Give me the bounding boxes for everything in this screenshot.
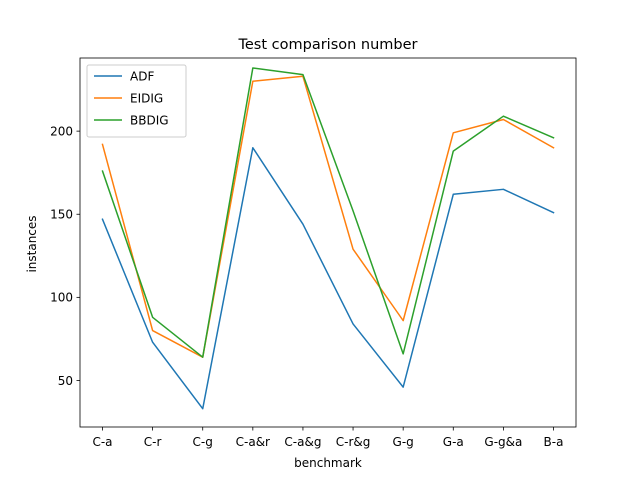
legend-label-adf: ADF [130, 69, 154, 83]
series-line-eidig [101, 75, 555, 358]
plot-area: C-a C-r C-g C-a&r C-a&g C-r&g G-g G-a G-g&a B-a 50… [50, 57, 577, 449]
y-tick-label: 200 [50, 124, 73, 138]
legend-label-eidig: EIDIG [130, 91, 163, 105]
series-line-bbdig [101, 67, 555, 358]
series-line-adf [101, 147, 555, 410]
y-axis-label: instances [25, 215, 39, 272]
x-tick-label: C-r&g [336, 435, 371, 449]
y-tick-label: 50 [58, 374, 73, 388]
x-tick-label: C-a [92, 435, 112, 449]
y-tick-label: 100 [50, 291, 73, 305]
chart-title: Test comparison number [237, 37, 417, 53]
y-tick-label: 150 [50, 208, 73, 222]
axes-frame [79, 57, 577, 428]
legend-label-bbdig: BBDIG [130, 113, 169, 127]
x-tick-label: C-g [193, 435, 213, 449]
x-tick-label: G-g [393, 435, 414, 449]
x-tick-label: C-r [144, 435, 162, 449]
legend-box [86, 64, 187, 138]
x-tick-label: G-g&a [484, 435, 522, 449]
x-tick-label: G-a [443, 435, 464, 449]
x-tick-label: C-a&r [236, 435, 270, 449]
x-tick-label: B-a [544, 435, 564, 449]
x-tick-label: C-a&g [284, 435, 321, 449]
x-axis-label: benchmark [294, 456, 362, 470]
